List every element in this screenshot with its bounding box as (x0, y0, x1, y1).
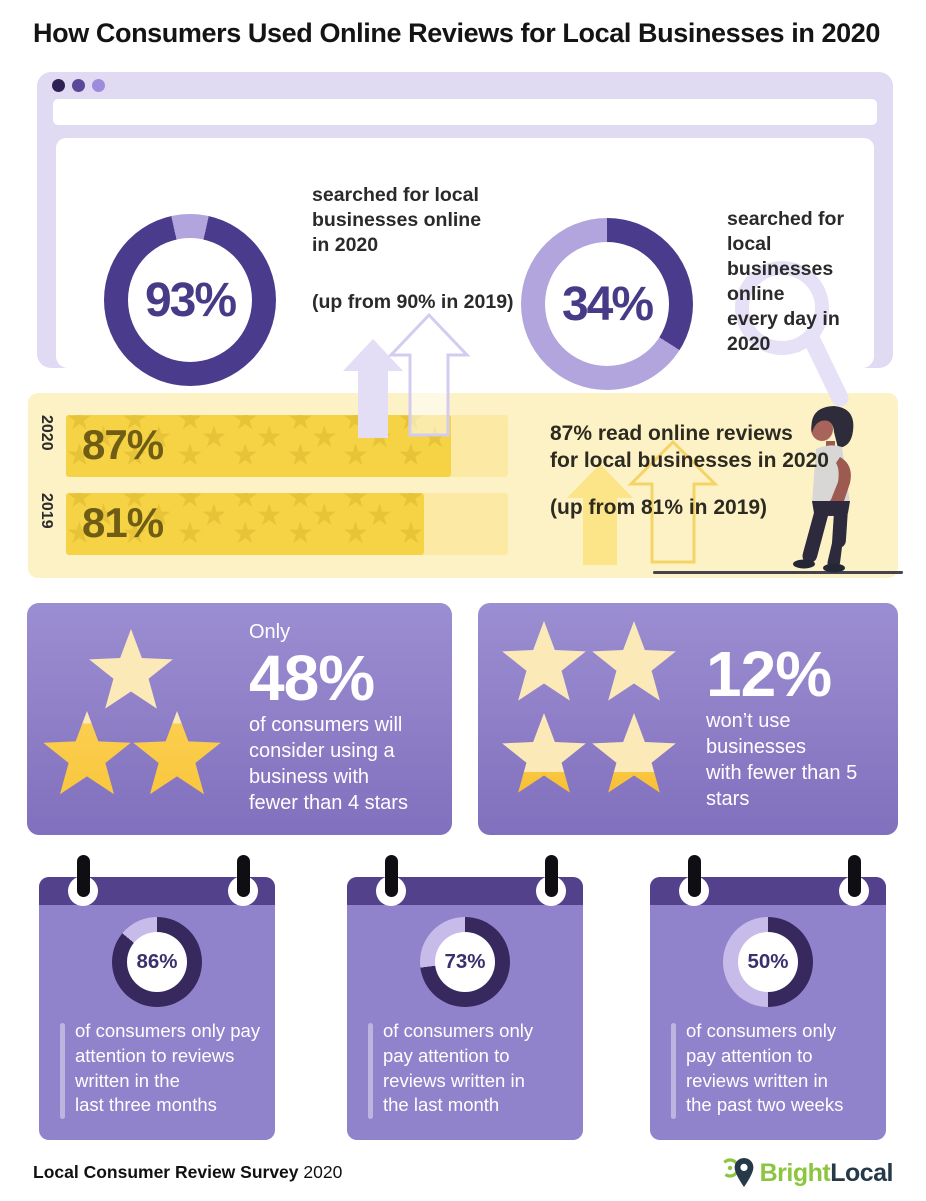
stat-text: searched for local businesses online in … (312, 184, 482, 256)
calendar-peg (77, 855, 90, 897)
donut-value: 93% (144, 273, 237, 327)
reviews-note: (up from 81% in 2019) (550, 496, 768, 519)
star-icon (502, 621, 586, 701)
stat-description: of consumers will consider using a busin… (249, 713, 408, 814)
donut-chart-93: 93% (104, 214, 276, 386)
star-icon (89, 629, 173, 709)
star-pattern: ★ ★ ★ ★ ★ ★ ★ ★ ★ ★ ★ ★ ★ ★ ★ ★ (66, 517, 425, 550)
bar-year-label: 2020 (38, 415, 55, 451)
star-card-text: 12% won’t use businesses with fewer than… (706, 641, 896, 812)
quote-bar (368, 1023, 373, 1119)
star-pattern: ★ ★ ★ ★ ★ ★ ★ ★ ★ ★ ★ ★ ★ ★ ★ ★ (66, 439, 451, 472)
star-pattern: ★ ★ ★ ★ ★ ★ ★ ★ ★ ★ ★ ★ ★ ★ ★ ★ (90, 421, 451, 454)
reviews-headline: 87% read online reviews for local busine… (550, 422, 829, 473)
stat-value: 12% (706, 638, 832, 710)
star-pattern: ★ ★ ★ ★ ★ ★ ★ ★ ★ ★ ★ ★ ★ ★ ★ ★ (66, 493, 425, 514)
quote-bar (671, 1023, 676, 1119)
donut-chart-86: 86% (112, 917, 202, 1007)
window-dot-icon (92, 79, 105, 92)
bar-row-2020: ★ ★ ★ ★ ★ ★ ★ ★ ★ ★ ★ ★ ★ ★ ★ ★ ★ ★ ★ ★ … (66, 415, 508, 477)
bar-year-label: 2019 (38, 493, 55, 529)
star-pattern: ★ ★ ★ ★ ★ ★ ★ ★ ★ ★ ★ ★ ★ ★ ★ ★ (66, 415, 451, 436)
star-icon (133, 711, 221, 795)
calendar-text: of consumers only pay attention to revie… (75, 1020, 261, 1116)
brightlocal-logo: BrightLocal (719, 1155, 893, 1191)
calendar-card-86: 86% of consumers only pay attention to r… (39, 855, 275, 1140)
browser-address-bar (53, 99, 877, 125)
calendar-card-50: 50% of consumers only pay attention to r… (650, 855, 886, 1140)
up-arrows-icon (567, 440, 719, 565)
stat-value: 48% (249, 642, 375, 714)
stat-prefix: Only (249, 621, 291, 643)
stat-note: (up from 90% in 2019) (312, 291, 514, 313)
calendar-peg (545, 855, 558, 897)
calendar-peg (385, 855, 398, 897)
star-card-48: Only 48% of consumers will consider usin… (27, 603, 452, 835)
reviews-section: 2020 ★ ★ ★ ★ ★ ★ ★ ★ ★ ★ ★ ★ ★ ★ ★ ★ ★ ★… (28, 393, 903, 578)
window-dot-icon (52, 79, 65, 92)
quote-bar (60, 1023, 65, 1119)
star-icon (592, 621, 676, 701)
up-arrows-icon (343, 312, 471, 438)
magnifier-icon (735, 261, 849, 407)
footer-source: Local Consumer Review Survey 2020 (33, 1162, 342, 1183)
logo-text-bright: Bright (759, 1158, 831, 1187)
star-icon (502, 713, 586, 793)
donut-chart-50: 50% (723, 917, 813, 1007)
calendar-peg (237, 855, 250, 897)
bar-value: 81% (82, 499, 164, 547)
donut-value: 86% (136, 950, 178, 973)
calendar-text: of consumers only pay attention to revie… (686, 1020, 844, 1116)
bar-row-2019: ★ ★ ★ ★ ★ ★ ★ ★ ★ ★ ★ ★ ★ ★ ★ ★ ★ ★ ★ ★ … (66, 493, 508, 555)
logo-text-local: Local (830, 1158, 893, 1187)
donut-value: 34% (561, 277, 654, 331)
bar-value: 87% (82, 421, 164, 469)
browser-window: 93% searched for local businesses online… (37, 72, 893, 438)
person-illustration (793, 406, 854, 573)
donut-value: 50% (747, 950, 789, 973)
calendar-card-73: 73% of consumers only pay attention to r… (347, 855, 583, 1140)
window-dot-icon (72, 79, 85, 92)
footer-survey-year: 2020 (298, 1162, 343, 1182)
calendar-text: of consumers only pay attention to revie… (383, 1020, 534, 1116)
calendar-peg (688, 855, 701, 897)
donut-value: 73% (444, 950, 486, 973)
star-card-text: Only 48% of consumers will consider usin… (249, 619, 444, 816)
browser-window-controls (52, 79, 105, 92)
star-card-12: 12% won’t use businesses with fewer than… (478, 603, 898, 835)
ground-line (653, 571, 903, 574)
browser-content: 93% searched for local businesses online… (56, 138, 874, 438)
stat-text: searched for local businesses online eve… (727, 208, 845, 355)
footer-survey-name: Local Consumer Review Survey (33, 1162, 299, 1182)
calendar-peg (848, 855, 861, 897)
donut-chart-34: 34% (521, 218, 693, 390)
stat-description: won’t use businesses with fewer than 5 s… (706, 709, 858, 810)
page-title: How Consumers Used Online Reviews for Lo… (33, 18, 880, 48)
donut-chart-73: 73% (420, 917, 510, 1007)
map-pin-icon (719, 1158, 753, 1187)
star-icon (592, 713, 676, 793)
bar-fill-2020: ★ ★ ★ ★ ★ ★ ★ ★ ★ ★ ★ ★ ★ ★ ★ ★ ★ ★ ★ ★ … (66, 415, 451, 477)
bar-fill-2019: ★ ★ ★ ★ ★ ★ ★ ★ ★ ★ ★ ★ ★ ★ ★ ★ ★ ★ ★ ★ … (66, 493, 425, 555)
star-icon (43, 711, 131, 795)
star-pattern: ★ ★ ★ ★ ★ ★ ★ ★ ★ ★ ★ ★ ★ ★ ★ ★ (90, 499, 424, 532)
